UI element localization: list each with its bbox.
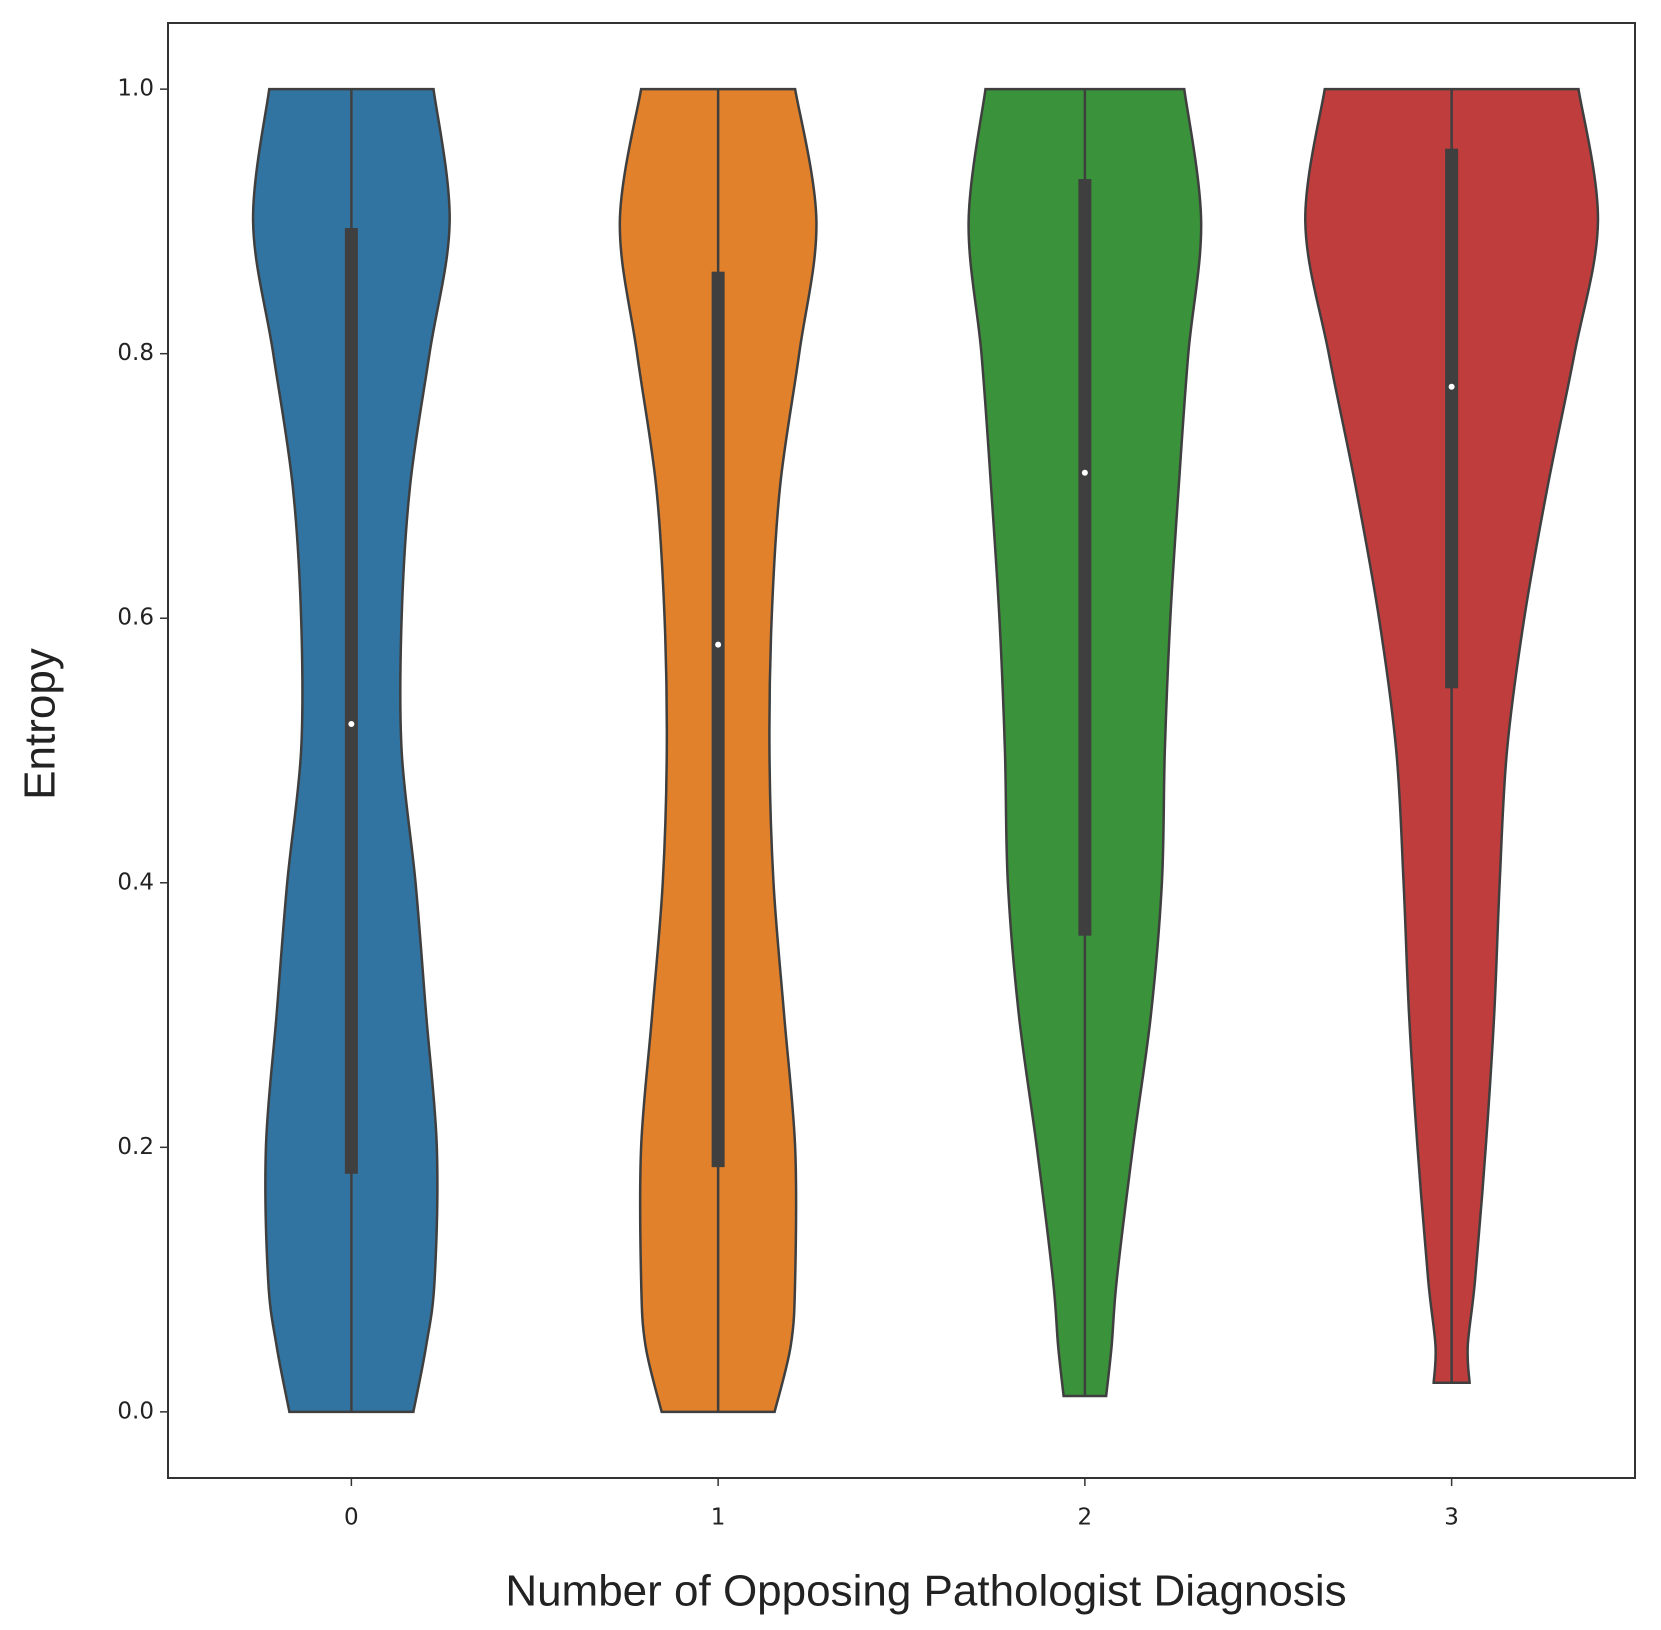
y-tick-label: 1.0	[117, 76, 154, 102]
box	[344, 228, 358, 1174]
x-tick-label: 1	[711, 1505, 726, 1531]
plot-frame	[167, 22, 1636, 1479]
x-tick-label: 3	[1444, 1505, 1459, 1531]
y-tick-label: 0.8	[117, 340, 154, 366]
median	[348, 721, 355, 728]
box	[711, 271, 725, 1168]
y-tick-label: 0.2	[117, 1134, 154, 1160]
median	[1081, 469, 1088, 476]
box	[1078, 179, 1092, 936]
y-tick-label: 0.0	[117, 1398, 154, 1424]
median	[1448, 383, 1455, 390]
x-tick-label: 2	[1078, 1505, 1093, 1531]
x-axis-label: Number of Opposing Pathologist Diagnosis	[505, 1567, 1346, 1616]
y-tick-label: 0.4	[117, 869, 154, 895]
median	[715, 641, 722, 648]
y-axis-label: Entropy	[16, 648, 65, 800]
x-tick-label: 0	[344, 1505, 359, 1531]
box	[1445, 148, 1459, 689]
y-tick-label: 0.6	[117, 605, 154, 631]
